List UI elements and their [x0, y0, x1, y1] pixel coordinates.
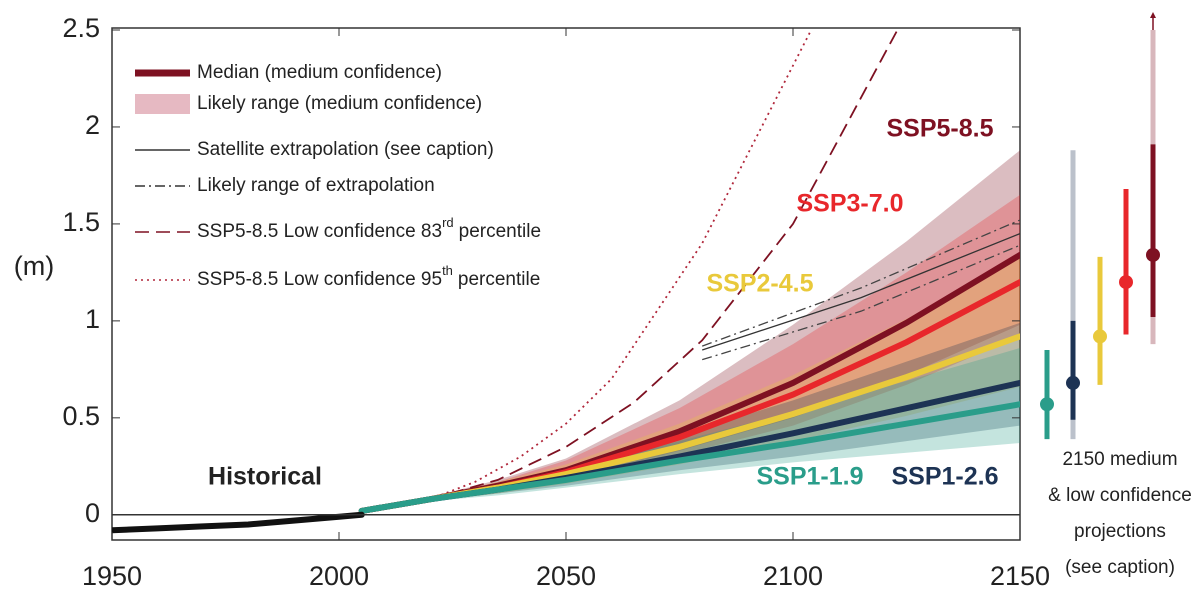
legend-swatch: [135, 94, 190, 114]
median-dot: [1093, 329, 1107, 344]
legend-label: Median (medium confidence): [197, 62, 442, 83]
y-tick-label: 0.5: [62, 401, 100, 431]
legend-text: SSP5-8.5 Low confidence 83: [197, 221, 442, 242]
scenario-label: SSP1-2.6: [891, 463, 998, 491]
panel-caption: (see caption): [1065, 557, 1175, 578]
x-tick-label: 1950: [82, 561, 142, 591]
x-tick-label: 2000: [309, 561, 369, 591]
y-tick-label: 2.5: [62, 13, 100, 43]
legend-label: Likely range of extrapolation: [197, 175, 435, 196]
x-tick-label: 2150: [990, 561, 1050, 591]
legend-text: SSP5-8.5 Low confidence 95: [197, 269, 442, 290]
median-line: [358, 401, 1020, 514]
legend-text: Likely range (medium confidence): [197, 93, 482, 114]
median-dot: [1040, 397, 1054, 412]
panel-caption: projections: [1074, 521, 1166, 542]
y-tick-label: 1: [85, 304, 100, 334]
arrow-head: [1150, 12, 1156, 18]
scenario-label: SSP2-4.5: [706, 270, 813, 298]
panel-caption: 2150 medium: [1062, 449, 1177, 470]
median-dot: [1119, 275, 1133, 290]
y-axis-label: (m): [14, 251, 54, 281]
median-dot: [1066, 375, 1080, 390]
legend-label: Likely range (medium confidence): [197, 93, 482, 114]
low-confidence-95-line: [429, 29, 812, 501]
likely-range-band: [361, 322, 1020, 511]
x-tick-label: 2050: [536, 561, 596, 591]
median-dot: [1146, 247, 1160, 262]
legend-text: Satellite extrapolation (see caption): [197, 139, 494, 160]
satellite-extrapolation-line: [701, 233, 1020, 351]
x-tick-label: 2100: [763, 561, 823, 591]
panel-caption: & low confidence: [1048, 485, 1192, 506]
legend-text: rd: [442, 215, 454, 230]
panel-caption: (see caption): [1065, 557, 1175, 578]
scenario-label: SSP5-8.5: [886, 115, 993, 143]
legend-text: percentile: [459, 221, 541, 242]
y-tick-label: 1.5: [62, 207, 100, 237]
panel-caption: projections: [1074, 521, 1166, 542]
legend-text: Likely range of extrapolation: [197, 175, 435, 196]
plot-area: [112, 29, 1020, 534]
historical-line: [112, 511, 365, 534]
legend-text: percentile: [458, 269, 540, 290]
extrapolation-range-line: [702, 244, 1020, 361]
legend-text: Median (medium confidence): [197, 62, 442, 83]
legend-text: th: [442, 263, 453, 278]
low-confidence-83-line: [429, 29, 899, 501]
historical-label: Historical: [208, 463, 322, 491]
y-tick-label: 2: [85, 110, 100, 140]
extrapolation-range-line: [701, 219, 1020, 347]
legend-label: SSP5-8.5 Low confidence 83rd percentile: [197, 215, 541, 242]
panel-caption: 2150 medium: [1062, 449, 1177, 470]
panel-caption: & low confidence: [1048, 485, 1192, 506]
legend-label: Satellite extrapolation (see caption): [197, 139, 494, 160]
scenario-label: SSP3-7.0: [796, 190, 903, 218]
legend-label: SSP5-8.5 Low confidence 95th percentile: [197, 263, 540, 290]
scenario-label: SSP1-1.9: [756, 463, 863, 491]
y-tick-label: 0: [85, 498, 100, 528]
